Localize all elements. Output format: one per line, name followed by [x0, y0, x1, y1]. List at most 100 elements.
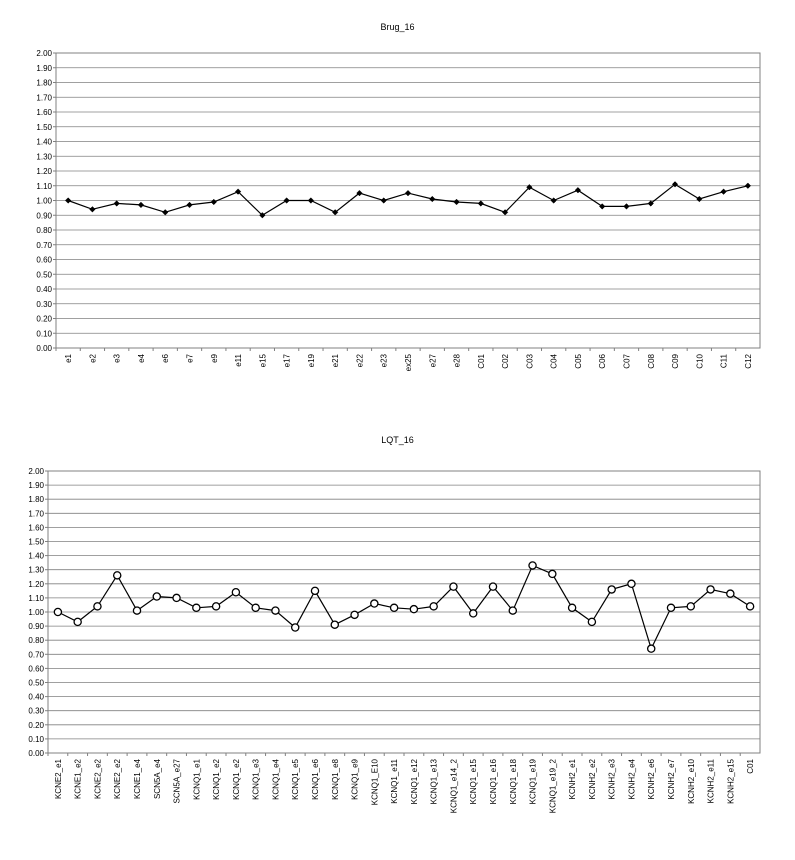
y-tick-label: 1.70	[28, 509, 44, 518]
y-tick-label: 1.20	[28, 580, 44, 589]
y-tick-label: 0.60	[28, 664, 44, 673]
data-point	[528, 561, 537, 570]
x-tick-label: KCNQ1_e3	[252, 758, 261, 799]
x-tick-label: ex25	[404, 353, 413, 371]
x-tick-label: KCNQ1_e18	[509, 758, 518, 804]
y-tick-label: 1.80	[36, 79, 52, 88]
y-tick-label: 1.50	[36, 123, 52, 132]
x-tick-label: e9	[210, 353, 219, 362]
x-tick-label: e7	[186, 353, 195, 362]
x-tick-label: e28	[453, 353, 462, 367]
x-tick-label: C12	[744, 353, 753, 368]
data-point	[211, 602, 221, 611]
y-tick-label: 1.40	[28, 552, 44, 561]
data-point	[380, 197, 387, 204]
data-point	[132, 606, 142, 615]
y-tick-label: 1.30	[28, 566, 44, 575]
data-point	[404, 189, 412, 197]
y-tick-label: 0.50	[36, 270, 52, 279]
data-point	[251, 603, 260, 613]
x-tick-label: KCNQ1_e16	[489, 758, 498, 804]
y-tick-label: 1.10	[36, 182, 52, 191]
data-point	[488, 582, 498, 591]
x-tick-label: C09	[671, 353, 680, 368]
data-point	[666, 603, 676, 613]
data-point	[548, 569, 557, 579]
y-tick-label: 0.60	[36, 256, 52, 265]
y-tick-label: 1.30	[36, 152, 52, 161]
y-tick-label: 0.10	[36, 329, 52, 338]
data-point	[429, 602, 438, 611]
x-tick-label: KCNQ1_e1	[192, 758, 201, 799]
x-tick-label: e17	[283, 353, 292, 367]
x-tick-label: e2	[88, 353, 97, 362]
x-tick-label: SCN5A_e27	[173, 758, 182, 803]
data-point	[501, 209, 509, 216]
data-point	[210, 198, 217, 206]
y-tick-label: 0.90	[28, 622, 44, 631]
data-point	[744, 182, 752, 189]
x-tick-label: KCNH2_e1	[568, 758, 577, 799]
y-tick-label: 1.40	[36, 138, 52, 147]
data-point	[310, 586, 320, 596]
data-point	[231, 588, 241, 597]
x-tick-label: e6	[161, 353, 170, 362]
data-point	[574, 187, 582, 194]
x-tick-label: e11	[234, 353, 243, 366]
x-tick-label: C05	[574, 353, 583, 368]
data-point	[283, 197, 290, 204]
data-point	[172, 593, 181, 603]
data-point	[112, 571, 122, 580]
data-point	[449, 582, 458, 591]
x-tick-label: KCNQ1_e13	[430, 758, 439, 804]
data-point	[409, 604, 419, 614]
data-point	[745, 602, 755, 611]
data-point	[73, 617, 82, 627]
x-tick-label: C06	[598, 353, 607, 368]
x-tick-label: KCNH2_e4	[627, 758, 636, 799]
y-tick-label: 1.50	[28, 538, 44, 547]
x-tick-label: C04	[550, 353, 559, 368]
data-point	[389, 603, 399, 613]
data-point	[468, 609, 478, 618]
x-tick-label: KCNQ1_e5	[291, 758, 300, 799]
x-tick-label: KCNE1_e2	[74, 758, 83, 799]
x-tick-label: KCNQ1_e15	[469, 758, 478, 804]
x-tick-label: e1	[64, 353, 73, 362]
y-tick-label: 0.80	[28, 636, 44, 645]
y-tick-label: 1.00	[28, 608, 44, 617]
data-point	[706, 585, 715, 594]
data-point	[477, 200, 484, 207]
y-tick-label: 1.90	[28, 481, 44, 490]
x-tick-label: e27	[428, 353, 437, 367]
data-point	[192, 603, 201, 613]
x-tick-label: e4	[137, 353, 146, 362]
data-point	[89, 206, 96, 213]
x-tick-label: KCNE2_e2	[113, 758, 122, 799]
data-point	[113, 200, 120, 207]
x-tick-label: KCNH2_e7	[667, 758, 676, 799]
x-tick-label: KCNQ1_e19_2	[548, 758, 557, 813]
data-point	[332, 209, 339, 216]
x-tick-label: KCNH2_e10	[687, 758, 696, 803]
x-tick-label: KCNE2_e2	[93, 758, 102, 799]
x-tick-label: e22	[355, 353, 364, 367]
data-point	[726, 589, 735, 598]
data-point	[64, 197, 72, 204]
data-point	[162, 209, 169, 216]
chart-title-brug: Brug_16	[380, 22, 415, 32]
x-tick-label: e21	[331, 353, 340, 367]
data-point	[307, 197, 315, 204]
x-tick-label: e19	[307, 353, 316, 367]
data-point	[234, 188, 242, 195]
x-tick-label: KCNQ1_e12	[410, 758, 419, 804]
y-tick-label: 0.40	[36, 285, 52, 294]
y-tick-label: 1.00	[36, 197, 52, 206]
data-point	[186, 201, 193, 209]
data-point	[646, 644, 656, 653]
data-point	[137, 201, 145, 209]
data-point	[53, 607, 63, 617]
y-tick-label: 1.70	[36, 93, 52, 102]
x-tick-label: C03	[525, 353, 534, 368]
y-tick-label: 0.80	[36, 226, 52, 235]
